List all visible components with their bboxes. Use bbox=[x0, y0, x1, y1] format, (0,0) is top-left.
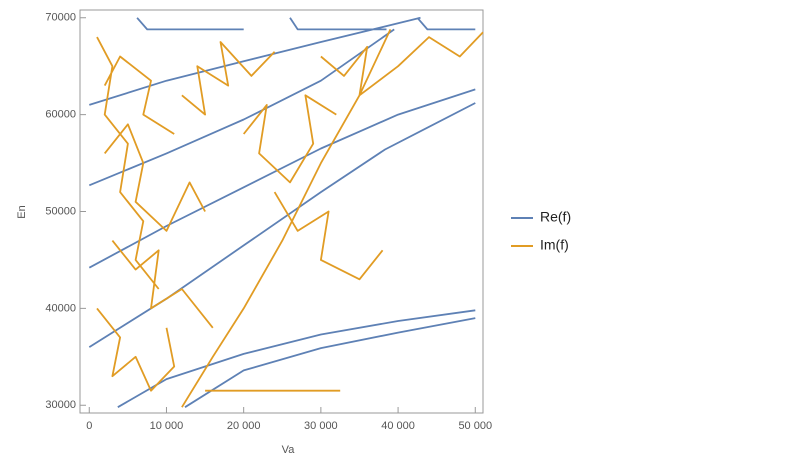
legend-label: Re(f) bbox=[540, 209, 571, 225]
y-tick-label: 40000 bbox=[45, 302, 76, 314]
plot-frame bbox=[79, 9, 484, 414]
series-line bbox=[88, 16, 476, 408]
y-tick-label: 50000 bbox=[45, 205, 76, 217]
series-line bbox=[96, 29, 484, 408]
legend-label: Im(f) bbox=[540, 237, 569, 253]
x-tick-label: 40 000 bbox=[381, 420, 415, 432]
y-tick-label: 30000 bbox=[45, 399, 76, 411]
x-tick-label: 50 000 bbox=[458, 420, 492, 432]
x-axis-label: Va bbox=[282, 444, 296, 456]
y-tick-label: 60000 bbox=[45, 109, 76, 121]
x-tick-label: 0 bbox=[86, 420, 92, 432]
x-tick-label: 10 000 bbox=[150, 420, 184, 432]
y-axis-label: En bbox=[16, 205, 28, 218]
y-tick-label: 70000 bbox=[45, 12, 76, 24]
x-tick-label: 20 000 bbox=[227, 420, 261, 432]
x-tick-label: 30 000 bbox=[304, 420, 338, 432]
